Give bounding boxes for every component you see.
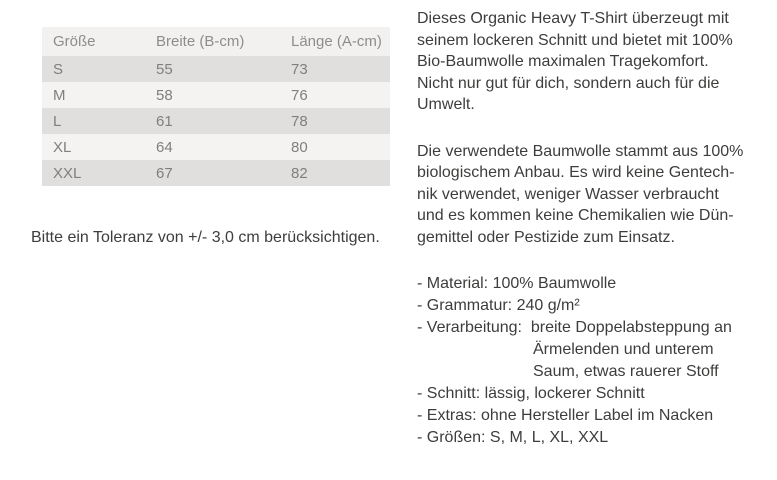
laenge-cell: 82 [280,160,390,186]
spec-line-verarbeitung-cont-1: Ärmelenden und unterem [533,341,714,358]
spec-line-material: - Material: 100% Baumwolle [417,275,617,292]
tolerance-note: Bitte ein Toleranz von +/- 3,0 cm berück… [31,229,380,246]
size-row-xxl: XXL 67 82 [42,160,390,186]
breite-cell: 58 [145,82,280,108]
size-cell: M [42,82,145,108]
size-row-s: S 55 73 [42,56,390,82]
description-paragraph-2: Die verwendete Baumwolle stammt aus 100%… [417,142,744,246]
laenge-cell: 78 [280,108,390,134]
spec-line-verarbeitung-cont-2: Saum, etwas rauerer Stoff [533,363,719,380]
product-description: Dieses Organic Heavy T-Shirt überzeugt m… [417,8,765,449]
description-paragraph-1: Dieses Organic Heavy T-Shirt überzeugt m… [417,10,733,113]
size-cell: L [42,108,145,134]
size-cell: XXL [42,160,145,186]
breite-cell: 55 [145,56,280,82]
breite-cell: 61 [145,108,280,134]
breite-cell: 64 [145,134,280,160]
laenge-cell: 73 [280,56,390,82]
spec-line-grammatur: - Grammatur: 240 g/m² [417,297,580,314]
size-table: Größe Breite (B-cm) Länge (A-cm) S 55 73… [42,27,390,186]
spec-line-schnitt: - Schnitt: lässig, lockerer Schnitt [417,385,645,402]
size-cell: XL [42,134,145,160]
spec-line-extras: - Extras: ohne Hersteller Label im Nacke… [417,407,714,424]
size-row-l: L 61 78 [42,108,390,134]
size-row-xl: XL 64 80 [42,134,390,160]
spec-line-verarbeitung: - Verarbeitung: breite Doppelabsteppung … [417,319,732,336]
size-cell: S [42,56,145,82]
size-table-header-row: Größe Breite (B-cm) Länge (A-cm) [42,27,390,56]
laenge-cell: 76 [280,82,390,108]
spec-line-groessen: - Größen: S, M, L, XL, XXL [417,429,609,446]
size-row-m: M 58 76 [42,82,390,108]
col-header-laenge: Länge (A-cm) [280,27,390,56]
laenge-cell: 80 [280,134,390,160]
col-header-breite: Breite (B-cm) [145,27,280,56]
col-header-groesse: Größe [42,27,145,56]
spec-list: - Material: 100% Baumwolle - Grammatur: … [417,273,765,449]
breite-cell: 67 [145,160,280,186]
